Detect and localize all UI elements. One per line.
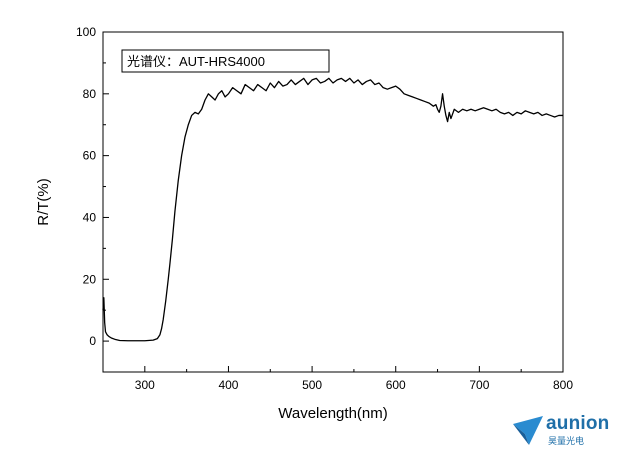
y-tick-label: 0: [89, 334, 96, 348]
y-axis-label: R/T(%): [35, 178, 52, 226]
legend-box: [121, 49, 330, 73]
x-tick-label: 400: [218, 378, 238, 392]
y-axis-ticks: 0 20 40 60 80 100: [76, 25, 109, 373]
x-tick-label: 700: [469, 378, 489, 392]
logo-arrow-icon: [513, 416, 543, 445]
y-tick-label: 100: [76, 25, 96, 39]
y-tick-label: 20: [83, 272, 97, 286]
x-tick-label: 500: [302, 378, 322, 392]
logo-subtitle: 昊量光电: [548, 437, 585, 447]
plot-frame: [102, 31, 564, 373]
logo-word: aunion: [546, 413, 610, 434]
y-tick-label: 80: [83, 87, 97, 101]
x-tick-label: 800: [553, 378, 573, 392]
x-tick-label: 600: [386, 378, 406, 392]
brand-logo: aunion 昊量光电: [512, 413, 617, 447]
y-tick-label: 40: [83, 210, 97, 224]
x-axis-ticks: 300 400 500 600 700 800: [102, 366, 573, 392]
series-line: [102, 77, 563, 342]
y-tick-label: 60: [83, 149, 97, 163]
x-tick-label: 300: [135, 378, 155, 392]
legend-text: 光谱仪：AUT-HRS4000: [127, 54, 265, 69]
x-axis-label: Wavelength(nm): [278, 405, 387, 422]
